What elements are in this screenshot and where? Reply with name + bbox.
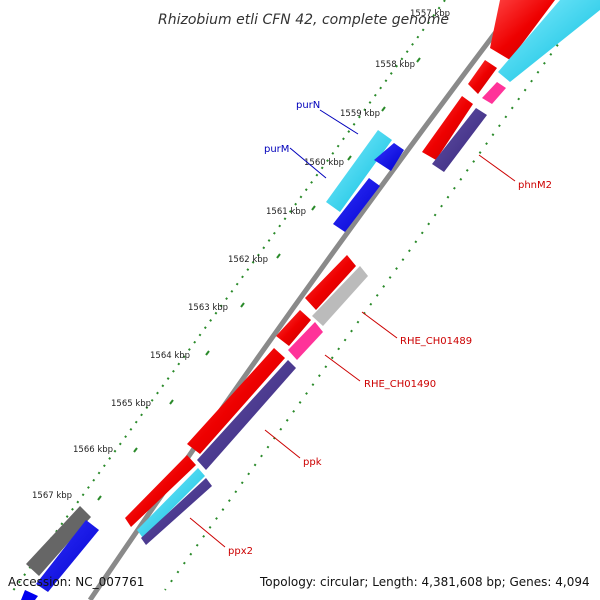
tick-label-1567: 1567 kbp — [32, 491, 72, 501]
gene-purM-upper[interactable] — [374, 143, 404, 171]
gene-gray-lower[interactable] — [26, 506, 91, 576]
tick-label-1557: 1557 kbp — [410, 9, 450, 19]
gene-label-rhe-ch01489[interactable]: RHE_CH01489 — [400, 336, 472, 347]
tick-label-1564: 1564 kbp — [150, 351, 190, 361]
gene-pink-top[interactable] — [482, 82, 506, 104]
gene-cyan-top[interactable] — [498, 0, 600, 82]
map-title: Rhizobium etli CFN 42, complete genome — [158, 12, 449, 28]
gene-red-1489a[interactable] — [305, 255, 356, 310]
footer-summary: Topology: circular; Length: 4,381,608 bp… — [259, 575, 590, 589]
gene-label-purN[interactable]: purN — [296, 100, 320, 111]
tick-label-1566: 1566 kbp — [73, 445, 113, 455]
gc-skew-track-outer — [11, 0, 446, 593]
gene-label-ppx2[interactable]: ppx2 — [228, 546, 253, 557]
gene-purM[interactable] — [333, 178, 380, 232]
tick-label-1559: 1559 kbp — [340, 109, 380, 119]
label-leaders — [189, 109, 516, 548]
gene-rhe-ch01489[interactable] — [312, 266, 368, 326]
genome-backbone — [87, 0, 522, 600]
gene-label-phnM2[interactable]: phnM2 — [518, 180, 552, 191]
tick-label-1558: 1558 kbp — [375, 60, 415, 70]
gene-rhe-ch01490[interactable] — [288, 322, 323, 360]
tick-label-1562: 1562 kbp — [228, 255, 268, 265]
tick-marks — [97, 57, 421, 501]
gene-blue-edge[interactable] — [21, 590, 38, 600]
gc-skew-track-inner — [164, 0, 591, 591]
gene-red-top[interactable] — [490, 0, 555, 60]
gene-red-1490[interactable] — [276, 310, 311, 346]
gene-ppx2-cyan[interactable] — [137, 468, 205, 538]
gene-label-purM[interactable]: purM — [264, 144, 289, 155]
tick-label-1560: 1560 kbp — [304, 158, 344, 168]
gene-label-rhe-ch01490[interactable]: RHE_CH01490 — [364, 379, 436, 390]
gene-phnM2[interactable] — [432, 108, 487, 172]
gene-red-mid[interactable] — [468, 60, 497, 94]
tick-label-1561: 1561 kbp — [266, 207, 306, 217]
gene-phnM2-red[interactable] — [422, 96, 473, 160]
footer-accession: Accession: NC_007761 — [8, 575, 144, 589]
gene-ppx2-red[interactable] — [125, 455, 196, 527]
gene-purN[interactable] — [326, 130, 392, 212]
gene-ppx2[interactable] — [141, 478, 212, 545]
gene-ppk[interactable] — [197, 360, 296, 470]
gene-blue-lower[interactable] — [36, 520, 99, 592]
gene-ppk-red[interactable] — [187, 348, 285, 454]
tick-label-1565: 1565 kbp — [111, 399, 151, 409]
tick-label-1563: 1563 kbp — [188, 303, 228, 313]
gene-label-ppk[interactable]: ppk — [303, 457, 322, 468]
